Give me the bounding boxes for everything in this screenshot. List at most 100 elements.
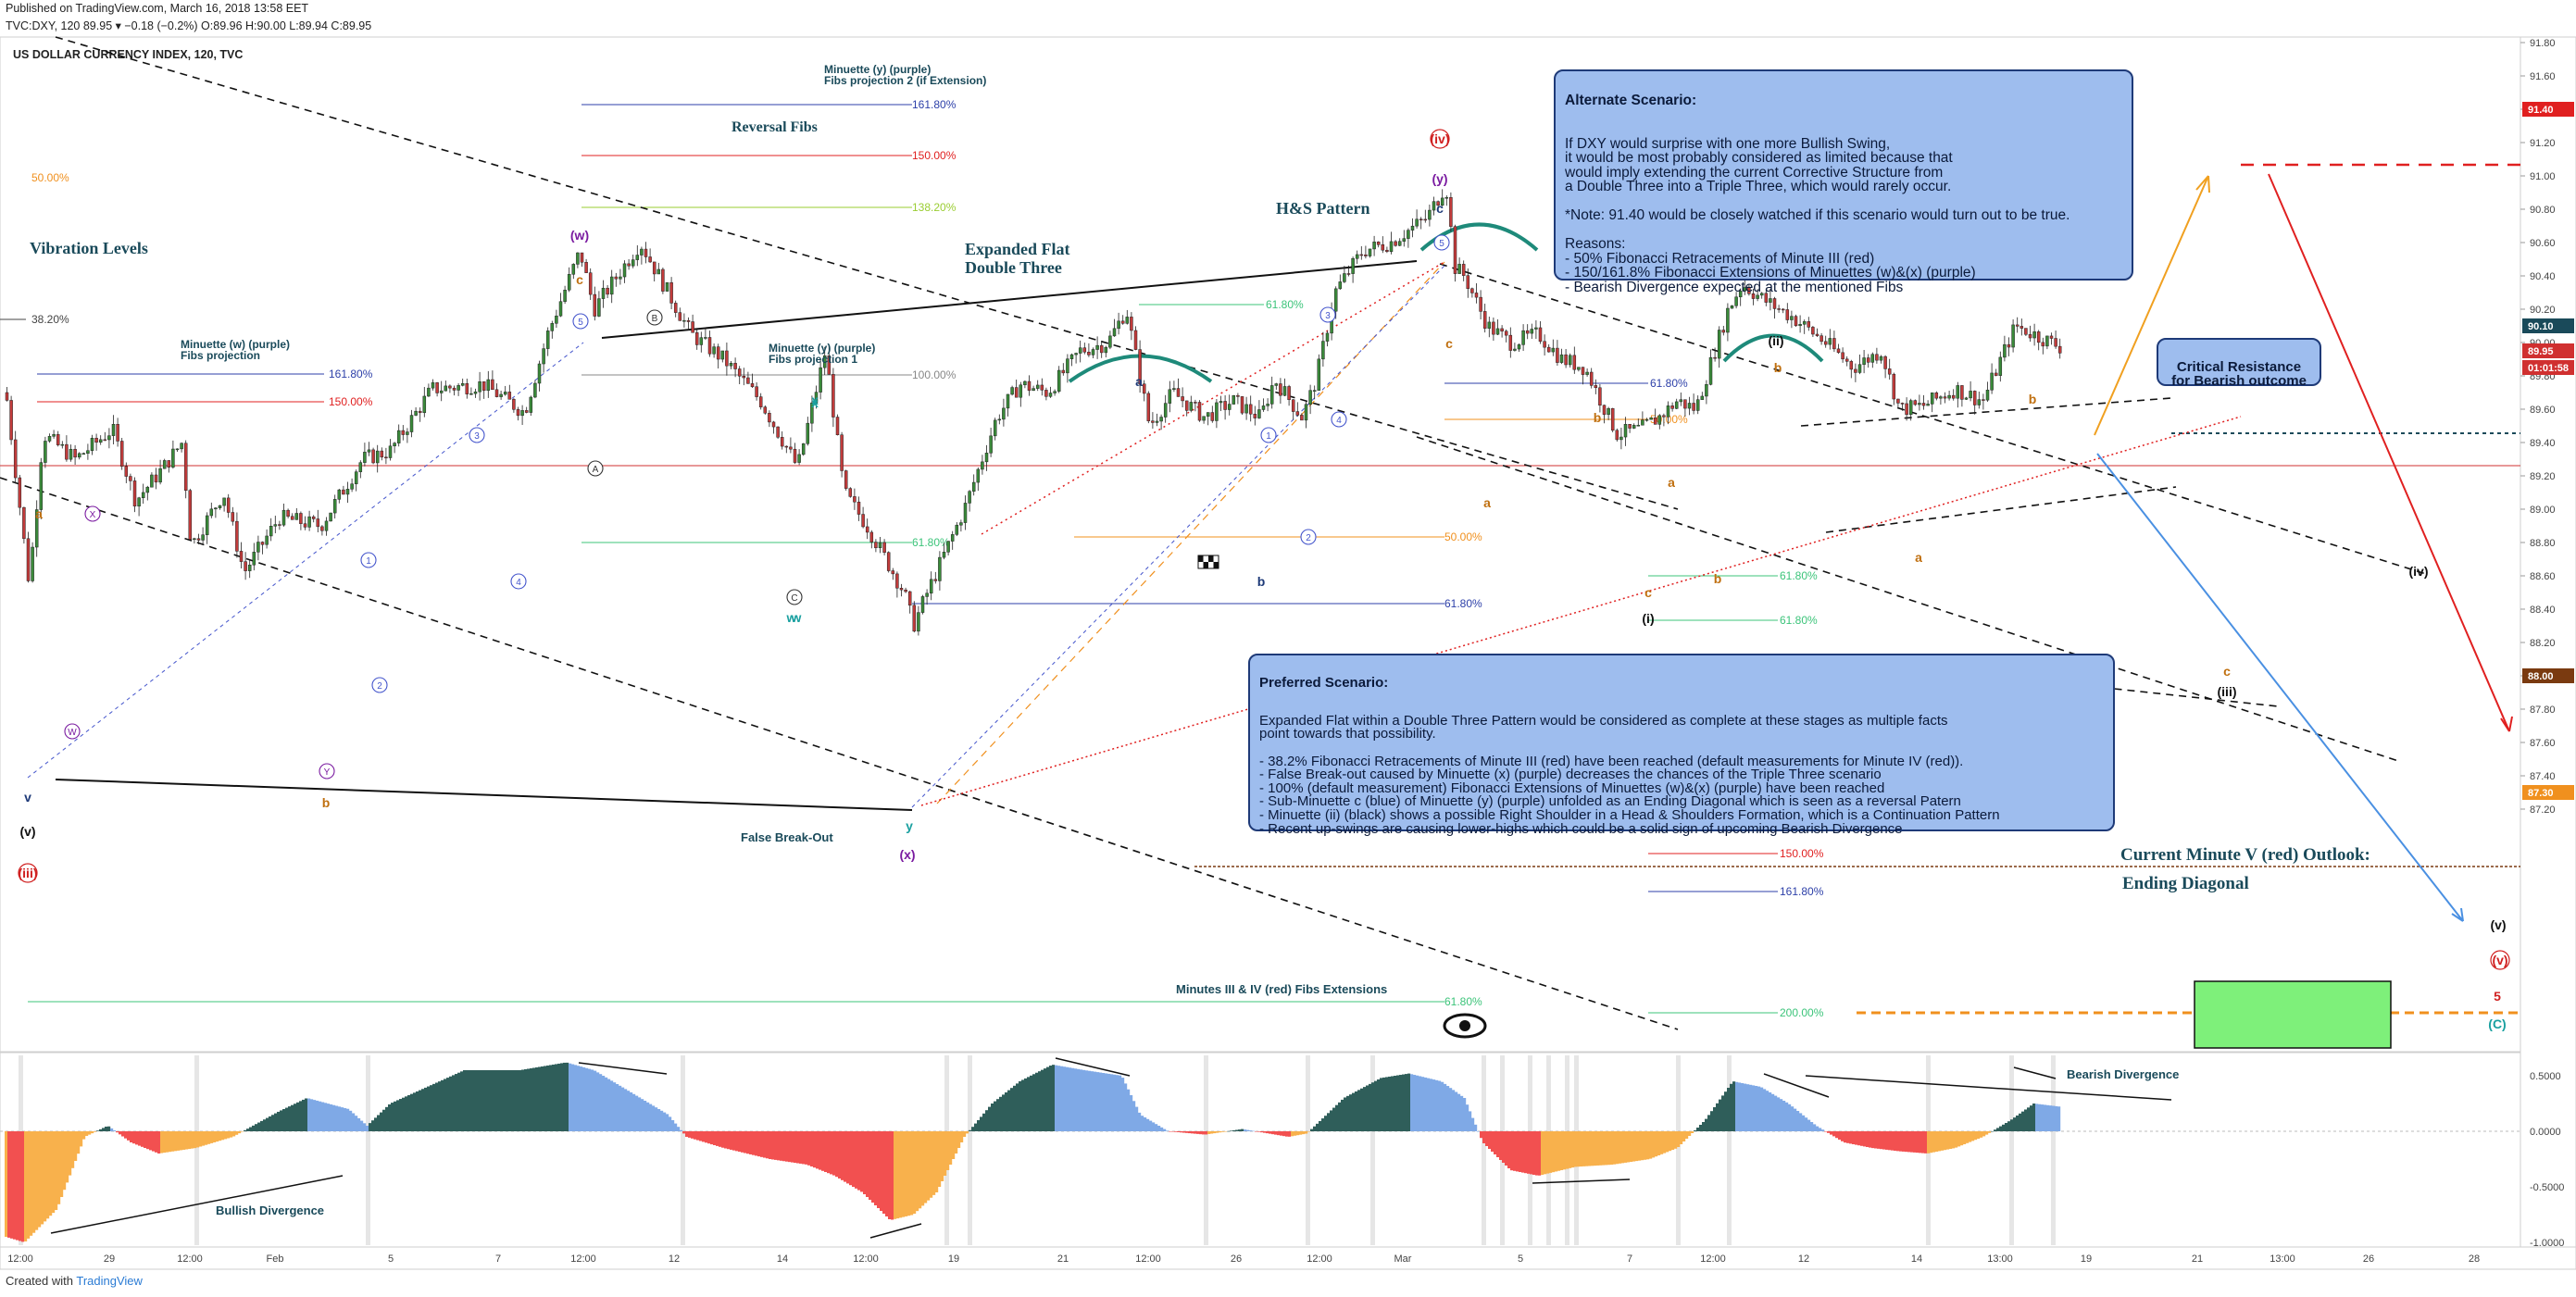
- osc-bar: [1227, 1130, 1231, 1132]
- oscillator-pane[interactable]: [0, 1052, 2521, 1248]
- arrowhead: [2195, 175, 2210, 193]
- osc-bar: [171, 1131, 175, 1152]
- candle-body: [1189, 402, 1194, 411]
- osc-bar: [607, 1079, 611, 1131]
- tradingview-logo-text[interactable]: TradingView: [76, 1274, 143, 1288]
- y-tick-label: 91.80: [2530, 38, 2556, 49]
- osc-bar: [235, 1131, 239, 1135]
- y-tick-label: 87.20: [2530, 804, 2556, 816]
- candle-body: [1215, 402, 1219, 421]
- candle-body: [1002, 407, 1006, 420]
- candle-body: [1006, 393, 1010, 409]
- candle-body: [729, 363, 733, 367]
- candle-body: [673, 303, 678, 313]
- candle-body: [1074, 353, 1078, 355]
- candle-body: [1240, 396, 1244, 414]
- osc-bar: [1110, 1074, 1114, 1131]
- wave-label-text: w: [786, 610, 797, 625]
- osc-bar: [1310, 1129, 1314, 1131]
- candle-body: [1389, 241, 1394, 252]
- osc-bar: [485, 1070, 489, 1131]
- candle-body: [520, 410, 524, 417]
- session-band: [2051, 1055, 2056, 1245]
- x-tick-label: 13:00: [2270, 1253, 2295, 1265]
- wave-label: (iii): [18, 863, 38, 883]
- osc-bar: [885, 1131, 889, 1216]
- candle-body: [545, 330, 550, 349]
- candle-body: [1142, 383, 1146, 394]
- osc-bar: [1260, 1131, 1264, 1133]
- annotation-title: Ending Diagonal: [2122, 874, 2249, 893]
- osc-bar: [1421, 1077, 1425, 1131]
- eye-icon: [1443, 1013, 1487, 1039]
- osc-bar: [185, 1131, 189, 1150]
- candle-body: [247, 564, 252, 571]
- osc-bar: [1282, 1131, 1286, 1137]
- wave-label-text: (iv): [2409, 564, 2429, 579]
- fib-projection-label: Fibs projection 2 (if Extension): [824, 74, 986, 87]
- wave-circle-text: 1: [366, 556, 371, 567]
- osc-bar: [310, 1099, 314, 1131]
- osc-bar: [196, 1131, 200, 1148]
- candle-body: [942, 552, 946, 558]
- fib-level-label: 161.80%: [912, 98, 957, 111]
- candle-body: [116, 424, 119, 442]
- price-pane[interactable]: [0, 36, 2521, 1053]
- wave-label: a: [1668, 475, 1675, 490]
- osc-bar: [1363, 1087, 1367, 1131]
- candle-body: [183, 443, 188, 491]
- osc-bar: [569, 1063, 572, 1131]
- osc-bar: [1407, 1073, 1411, 1131]
- axis-labels: 91.8091.6091.4091.2091.0090.8090.6090.40…: [7, 38, 2574, 1265]
- candle-body: [13, 439, 18, 479]
- candle-body: [34, 509, 39, 548]
- osc-bar: [1174, 1131, 1178, 1132]
- osc-bar: [1766, 1091, 1769, 1131]
- annotation-title: False Break-Out: [741, 830, 833, 844]
- candle-body: [533, 382, 537, 398]
- candle-body: [418, 410, 422, 414]
- candle-body: [52, 433, 56, 437]
- wave-circle-label: 1: [1260, 427, 1277, 443]
- osc-bar: [416, 1091, 419, 1131]
- osc-bar: [1549, 1131, 1553, 1173]
- candle-body: [865, 526, 869, 533]
- candle-body: [1053, 391, 1057, 393]
- candle-body: [1351, 258, 1355, 274]
- session-band: [681, 1055, 685, 1245]
- osc-bar: [1669, 1131, 1672, 1152]
- osc-bar: [1941, 1131, 1945, 1151]
- y-tick-label: 87.80: [2530, 705, 2556, 716]
- candle-body: [273, 524, 278, 527]
- wave-label-text: (v): [19, 824, 35, 839]
- osc-bar: [1230, 1130, 1233, 1131]
- osc-bar: [494, 1070, 497, 1131]
- osc-bar: [1130, 1095, 1133, 1131]
- candle-body: [1381, 243, 1385, 251]
- osc-bar: [388, 1104, 392, 1131]
- osc-bar: [169, 1131, 172, 1153]
- annotation-title: Double Three: [965, 258, 1062, 277]
- candle-body: [1269, 385, 1274, 405]
- candle-body: [1117, 320, 1120, 330]
- osc-bar: [2041, 1104, 2045, 1131]
- osc-bar: [46, 1131, 50, 1219]
- time-axis[interactable]: [0, 1246, 2576, 1270]
- fib-projection-label: Minuette (y) (purple): [769, 342, 875, 355]
- osc-bar: [1321, 1118, 1325, 1131]
- osc-bar: [552, 1064, 556, 1131]
- y-tick-label: 87.40: [2530, 771, 2556, 782]
- osc-bar: [655, 1107, 658, 1131]
- x-tick-label: 12:00: [177, 1253, 203, 1265]
- osc-bar: [1060, 1066, 1064, 1131]
- osc-bar: [1930, 1131, 1933, 1154]
- osc-bar: [1960, 1131, 1964, 1146]
- price-axis[interactable]: [2520, 36, 2576, 1248]
- candle-body: [1402, 238, 1407, 242]
- candle-body: [409, 415, 414, 432]
- osc-bar: [1455, 1091, 1458, 1131]
- candle-body: [201, 534, 205, 541]
- osc-bar: [646, 1102, 650, 1131]
- osc-bar: [38, 1131, 42, 1228]
